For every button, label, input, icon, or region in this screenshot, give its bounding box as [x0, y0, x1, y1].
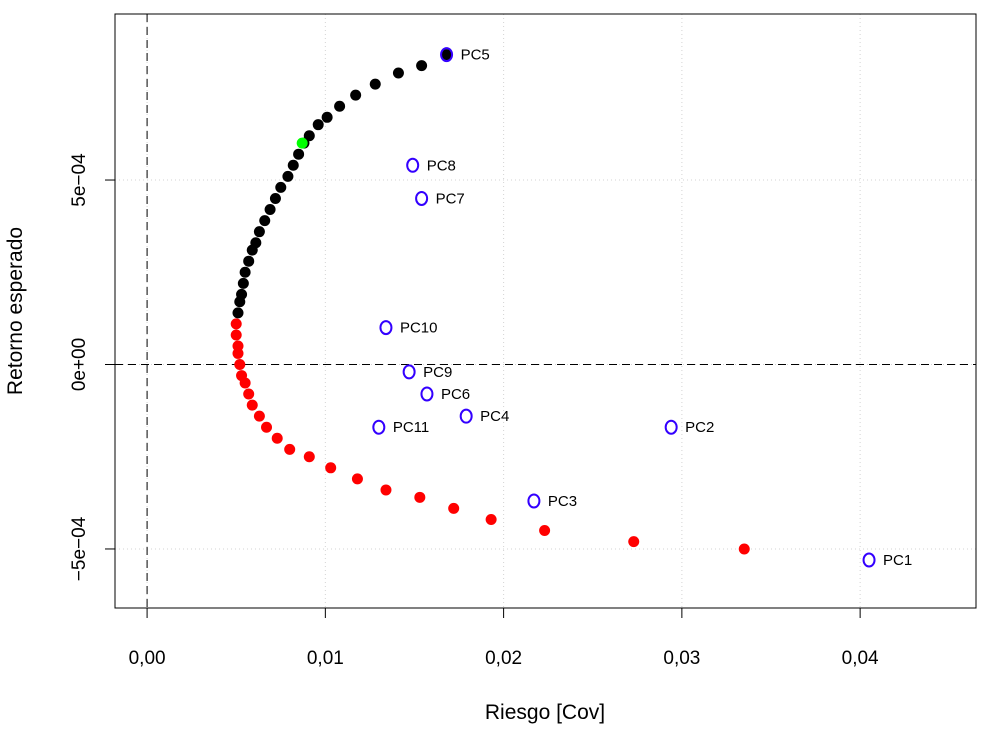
efficient-frontier-point-4: [350, 89, 362, 101]
efficient-frontier-point-19: [246, 244, 258, 256]
efficient-frontier-point-17: [253, 226, 265, 238]
x-axis-title: Riesgo [Cov]: [485, 701, 605, 724]
inefficient-frontier-point-18: [448, 502, 460, 514]
asset-point-pc11: [372, 419, 386, 435]
frontier-points: [230, 49, 750, 555]
plot-frame: [114, 13, 977, 609]
efficient-frontier-point-12: [282, 170, 294, 182]
asset-point-pc10: [379, 320, 393, 336]
y-tick-label-1: 0e+00: [69, 338, 90, 391]
efficient-frontier-point-15: [264, 204, 276, 216]
y-axis: −5e−04 0e+00 5e−04: [69, 153, 115, 581]
efficient-frontier-point-6: [321, 111, 333, 123]
asset-point-pc3: [527, 493, 541, 509]
x-tick-label-2: 0,02: [485, 648, 522, 669]
inefficient-frontier-point-0: [230, 318, 242, 330]
inefficient-frontier-point-1: [230, 329, 242, 341]
inefficient-frontier-point-4: [234, 358, 246, 370]
efficient-frontier-point-25: [232, 307, 244, 319]
inefficient-frontier-point-11: [271, 432, 283, 444]
efficient-frontier-point-24: [234, 296, 246, 308]
inefficient-frontier-point-19: [485, 513, 497, 525]
efficient-frontier-point-3: [369, 78, 381, 90]
inefficient-frontier-point-22: [738, 543, 750, 555]
asset-point-pc8: [406, 157, 420, 173]
efficient-frontier-point-0: [441, 49, 453, 61]
inefficient-frontier-point-10: [261, 421, 273, 433]
inefficient-frontier-point-14: [325, 462, 337, 474]
inefficient-frontier-point-15: [351, 473, 363, 485]
efficient-frontier-point-13: [275, 181, 287, 193]
asset-point-pc6: [420, 386, 434, 402]
asset-point-pc2: [664, 419, 678, 435]
x-tick-label-4: 0,04: [842, 648, 879, 669]
inefficient-frontier-point-3: [232, 347, 244, 359]
asset-point-pc7: [415, 190, 429, 206]
y-tick-label-2: 5e−04: [69, 153, 90, 207]
asset-label-pc6: PC6: [441, 386, 470, 403]
efficient-frontier-point-14: [269, 192, 281, 204]
asset-label-pc9: PC9: [423, 364, 452, 381]
inefficient-frontier-point-8: [246, 399, 258, 411]
y-tick-label-0: −5e−04: [69, 516, 90, 581]
y-axis-title: Retorno esperado: [4, 227, 27, 395]
efficient-frontier-point-22: [237, 277, 249, 289]
asset-label-pc5: PC5: [461, 47, 490, 64]
asset-label-pc8: PC8: [427, 157, 456, 174]
inefficient-frontier-point-16: [380, 484, 392, 496]
inefficient-frontier-point-17: [414, 491, 426, 503]
asset-label-pc3: PC3: [548, 493, 577, 510]
asset-point-pc4: [459, 408, 473, 424]
inefficient-frontier-point-6: [239, 377, 251, 389]
efficient-frontier-point-20: [243, 255, 255, 267]
efficient-frontier-point-7: [312, 119, 324, 131]
asset-label-pc4: PC4: [480, 408, 509, 425]
asset-label-pc2: PC2: [685, 419, 714, 436]
inefficient-frontier-point-20: [539, 525, 551, 537]
grid-lines: [115, 14, 976, 608]
efficient-frontier-point-16: [259, 215, 271, 227]
reference-lines: [115, 14, 976, 608]
inefficient-frontier-point-9: [253, 410, 265, 422]
efficient-frontier-point-5: [334, 100, 346, 112]
x-tick-label-0: 0,00: [129, 648, 166, 669]
asset-points: PC1 PC2 PC3 PC4 PC5 PC6 PC7 PC8 PC9 PC10 PC11: [372, 47, 912, 569]
x-tick-label-3: 0,03: [663, 648, 700, 669]
inefficient-frontier-point-7: [243, 388, 255, 400]
efficient-frontier-point-21: [239, 266, 251, 278]
inefficient-frontier-point-21: [628, 536, 640, 548]
asset-point-pc1: [862, 552, 876, 568]
efficient-frontier-point-2: [392, 67, 404, 79]
x-axis: 0,00 0,01 0,02 0,03 0,04: [129, 608, 879, 669]
asset-point-pc5: [440, 47, 454, 63]
x-tick-label-1: 0,01: [307, 648, 344, 669]
asset-label-pc7: PC7: [436, 190, 465, 207]
efficient-frontier-point-11: [287, 159, 299, 171]
optimal-portfolio-point-0: [296, 137, 308, 149]
asset-label-pc10: PC10: [400, 320, 438, 337]
asset-point-pc9: [402, 364, 416, 380]
asset-label-pc11: PC11: [393, 419, 429, 436]
inefficient-frontier-point-12: [284, 443, 296, 455]
efficient-frontier-point-10: [293, 148, 305, 160]
asset-label-pc1: PC1: [883, 552, 912, 569]
inefficient-frontier-point-13: [303, 451, 315, 463]
efficient-frontier-point-1: [416, 60, 428, 72]
